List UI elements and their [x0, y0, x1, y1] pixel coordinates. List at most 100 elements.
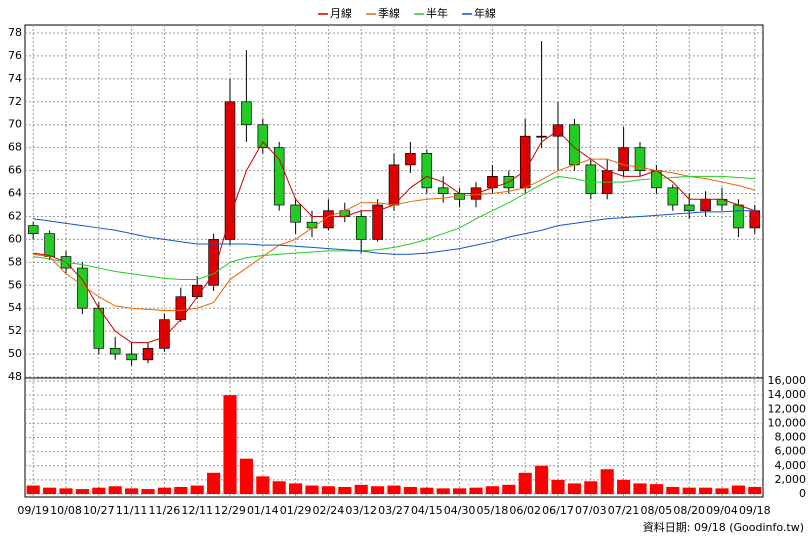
candle-body	[437, 187, 449, 194]
candle-body	[126, 353, 137, 361]
volume-bar	[469, 487, 483, 494]
volume-bar	[43, 487, 57, 494]
candle-body	[273, 147, 285, 206]
y-tick-label: 72	[8, 95, 22, 108]
legend-label: 年線	[474, 6, 496, 20]
x-tick-label: 03/27	[378, 504, 410, 517]
volume-bar	[92, 487, 106, 494]
volume-bar	[387, 485, 401, 494]
candle-body	[733, 204, 744, 229]
x-tick-label: 09/04	[706, 504, 738, 517]
volume-bar	[666, 486, 680, 494]
volume-bar	[141, 489, 155, 494]
volume-bar	[256, 476, 270, 494]
candle-body	[634, 147, 646, 171]
candle-body	[355, 216, 367, 240]
candle-body	[290, 204, 301, 223]
candle-body	[44, 233, 55, 257]
volume-bar	[338, 486, 352, 494]
volume-bar	[371, 486, 385, 494]
x-tick-label: 06/17	[542, 504, 574, 517]
y-tick-label: 58	[8, 255, 22, 268]
y2-tick-label: 8,000	[775, 431, 807, 444]
volume-bar	[485, 486, 499, 494]
x-tick-label: 07/21	[608, 504, 640, 517]
candle-body	[257, 124, 269, 149]
candle-body	[585, 164, 597, 194]
x-tick-label: 10/08	[50, 504, 82, 517]
volume-bar	[75, 489, 89, 494]
volume-bar	[223, 395, 237, 494]
y-tick-label: 50	[8, 347, 22, 360]
candle-body	[191, 284, 203, 298]
volume-bar	[682, 487, 696, 494]
ma-line	[33, 210, 755, 255]
volume-bar	[436, 488, 450, 494]
volume-bar	[502, 484, 516, 494]
volume-bar	[699, 487, 713, 494]
volume-bar	[207, 472, 221, 494]
volume-bar	[453, 488, 467, 494]
volume-bar	[59, 488, 73, 494]
volume-bar	[617, 479, 631, 494]
x-tick-label: 01/29	[280, 504, 312, 517]
volume-bar	[157, 487, 171, 494]
y-tick-label: 62	[8, 209, 22, 222]
footer-note: 資料日期: 09/18 (Goodinfo.tw)	[643, 520, 804, 534]
y-tick-label: 76	[8, 49, 22, 62]
candle-body	[569, 124, 580, 166]
ma-line	[33, 158, 755, 311]
y-tick-label: 74	[8, 72, 22, 85]
candle-body	[241, 101, 252, 126]
candle-body	[175, 296, 187, 321]
y-tick-label: 68	[8, 141, 22, 154]
candle-body	[224, 101, 236, 240]
x-tick-label: 12/29	[214, 504, 246, 517]
x-tick-label: 03/12	[345, 504, 377, 517]
y2-tick-label: 10,000	[768, 416, 807, 429]
volume-bar	[403, 486, 417, 494]
y-tick-label: 66	[8, 164, 22, 177]
x-tick-label: 08/05	[641, 504, 673, 517]
candle-body	[372, 204, 383, 240]
volume-bar	[715, 488, 729, 494]
y2-tick-label: 12,000	[768, 402, 807, 415]
candle-body	[749, 210, 761, 229]
volume-bar	[190, 485, 204, 494]
x-tick-label: 09/19	[17, 504, 49, 517]
x-tick-label: 04/15	[411, 504, 443, 517]
volume-bar	[731, 485, 745, 494]
candle-body	[388, 164, 400, 206]
volume-bar	[108, 486, 122, 494]
candle-body	[519, 135, 531, 189]
candle-body	[109, 347, 121, 355]
volume-bar	[535, 465, 549, 494]
volume-bar	[125, 488, 139, 494]
volume-bar	[174, 486, 188, 494]
candle-body	[536, 135, 547, 138]
volume-bar	[584, 481, 598, 494]
legend-label: 月線	[330, 6, 352, 20]
candle-body	[142, 347, 154, 361]
volume-bar	[633, 483, 647, 494]
x-tick-label: 01/14	[247, 504, 279, 517]
x-tick-label: 11/26	[149, 504, 181, 517]
candle-body	[421, 153, 433, 189]
volume-bar	[321, 486, 335, 494]
x-tick-label: 10/27	[83, 504, 115, 517]
x-tick-label: 04/30	[444, 504, 476, 517]
volume-bar	[551, 479, 565, 494]
y-tick-label: 48	[8, 370, 22, 383]
y-tick-label: 70	[8, 118, 22, 131]
candle-body	[683, 204, 695, 212]
y-tick-label: 60	[8, 232, 22, 245]
candle-body	[93, 307, 105, 349]
y-tick-label: 52	[8, 324, 22, 337]
candle-body	[667, 187, 679, 206]
y2-tick-label: 2,000	[775, 473, 807, 486]
candle-body	[618, 147, 629, 171]
volume-bar	[289, 483, 303, 494]
y2-tick-label: 0	[799, 487, 806, 500]
x-tick-label: 12/11	[181, 504, 213, 517]
ma-line	[33, 175, 755, 281]
